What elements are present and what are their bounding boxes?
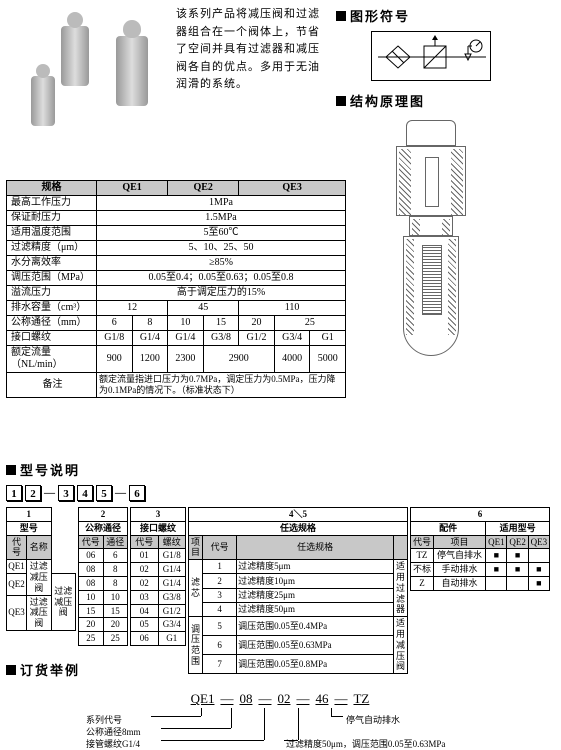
model-header: 型号说明 (6, 460, 554, 479)
model-tables: 1 型号 代号名称 QE1过滤减压阀 QE2过滤减压阀 QE3过滤减压阀 2 公… (6, 507, 554, 674)
model-boxes: 1 2 — 3 4 5 — 6 (6, 485, 554, 501)
symbol-header: 图形符号 (336, 6, 526, 25)
structure-diagram (361, 120, 501, 400)
product-photo (6, 6, 166, 126)
order-header: 订货举例 (6, 660, 554, 679)
spec-header-label: 规格 (7, 181, 97, 196)
graphic-symbol (371, 31, 491, 81)
spec-table: 规格 QE1 QE2 QE3 最高工作压力1MPa 保证耐压力1.5MPa 适用… (6, 180, 346, 398)
order-code: QE1—08—02—46—TZ 系列代号 公称通径8mm 接管螺纹G1/4 停气… (6, 691, 554, 741)
structure-header: 结构原理图 (336, 91, 526, 110)
